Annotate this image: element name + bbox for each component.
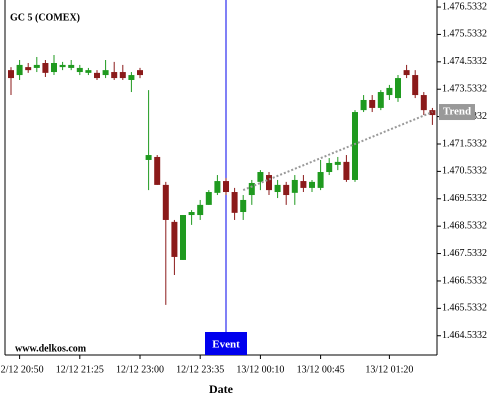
x-axis-title: Date <box>209 382 234 396</box>
y-tick-label: 1.476.5332 <box>442 1 487 12</box>
watermark: www.delkos.com <box>15 343 87 354</box>
candle-body <box>326 162 333 173</box>
y-tick-label: 1.466.5332 <box>442 275 487 286</box>
chart-title: GC 5 (COMEX) <box>10 12 80 23</box>
y-tick-label: 1.471.5332 <box>442 138 487 149</box>
candle-body <box>76 67 83 73</box>
trend-label-box <box>439 104 475 121</box>
y-tick-label: 1.467.5332 <box>442 248 487 259</box>
candle-body <box>59 64 66 68</box>
event-label-box <box>205 332 247 355</box>
x-tick-label: 13/12 00:10 <box>236 364 284 375</box>
candle-body <box>317 172 324 188</box>
x-tick-label: 12/12 20:50 <box>0 364 44 375</box>
candle-body <box>197 204 204 216</box>
candle-body <box>309 181 315 188</box>
candle-body <box>223 181 229 193</box>
y-tick-label: 1.469.5332 <box>442 193 487 204</box>
y-tick-label: 1.473.5332 <box>442 84 487 95</box>
trend-label: Trend <box>443 106 471 118</box>
candle-body <box>403 70 410 76</box>
candle-body <box>231 192 238 213</box>
candle-body <box>352 112 358 180</box>
candle-body <box>291 179 298 193</box>
candle-body <box>266 175 272 191</box>
x-tick-label: 13/12 01:20 <box>365 364 413 375</box>
candle-body <box>171 221 178 257</box>
x-tick-label: 12/12 23:00 <box>116 364 164 375</box>
candle-body <box>180 215 186 260</box>
candle-body <box>420 95 427 111</box>
candle-body <box>343 161 350 180</box>
candle-body <box>16 64 23 76</box>
candle-body <box>51 63 57 73</box>
candle-body <box>8 70 14 79</box>
candle-body <box>154 156 161 185</box>
candle-body <box>377 92 384 108</box>
candle-body <box>283 184 290 196</box>
candle-body <box>42 63 49 73</box>
candle-body <box>137 70 143 76</box>
x-tick-label: 12/12 21:25 <box>56 364 104 375</box>
candle-body <box>145 155 152 160</box>
candle-body <box>162 184 169 220</box>
candle-body <box>360 99 367 111</box>
candle-body <box>248 182 255 196</box>
y-tick-label: 1.474.5332 <box>442 56 487 67</box>
x-tick-label: 12/12 23:35 <box>176 364 224 375</box>
candle-body <box>386 87 393 96</box>
y-tick-label: 1.475.5332 <box>442 29 487 40</box>
y-tick-label: 1.465.5332 <box>442 303 487 314</box>
candle-body <box>119 72 126 79</box>
candle-body <box>369 99 376 108</box>
y-tick-label: 1.470.5332 <box>442 166 487 177</box>
candle-body <box>274 184 281 193</box>
candle-body <box>94 72 100 79</box>
x-tick-label: 13/12 00:45 <box>297 364 345 375</box>
y-tick-label: 1.468.5332 <box>442 220 487 231</box>
candle-body <box>334 161 341 165</box>
candle-body <box>25 67 32 71</box>
candle-body <box>111 72 118 79</box>
y-tick-label: 1.464.5332 <box>442 330 487 341</box>
candle-body <box>102 70 109 76</box>
candle-body <box>128 75 135 80</box>
candle-body <box>33 64 40 68</box>
candle-body <box>395 78 401 99</box>
candle-body <box>85 70 92 73</box>
candle-body <box>214 181 221 193</box>
candle-body <box>68 64 75 68</box>
candle-body <box>188 212 195 216</box>
candle-body <box>300 181 307 188</box>
candle-body <box>205 192 212 205</box>
candle-body <box>257 172 264 182</box>
event-label: Event <box>212 339 240 351</box>
candle-body <box>412 75 419 96</box>
candle-body <box>240 199 247 213</box>
